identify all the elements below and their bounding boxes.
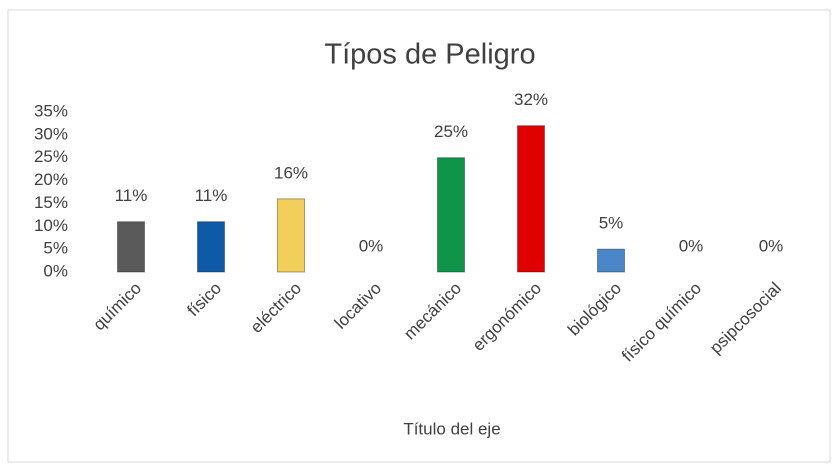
value-label: 16% (274, 163, 308, 182)
x-axis-title: Título del eje (403, 419, 500, 438)
value-label: 32% (514, 90, 548, 109)
chart-border (7, 9, 831, 463)
y-tick-label: 35% (34, 101, 68, 120)
value-label: 11% (115, 186, 148, 205)
y-tick-label: 15% (34, 193, 68, 212)
value-label: 0% (359, 236, 384, 255)
y-tick-label: 0% (43, 261, 68, 280)
value-label: 5% (599, 214, 624, 233)
bar (277, 198, 305, 273)
y-tick-label: 25% (34, 147, 68, 166)
bar (117, 221, 145, 273)
bar (597, 248, 625, 273)
y-tick-label: 5% (43, 239, 68, 258)
value-label: 25% (434, 122, 468, 141)
value-label: 11% (195, 186, 228, 205)
chart-title: Típos de Peligro (324, 39, 535, 71)
bar (197, 221, 225, 273)
y-tick-label: 30% (34, 124, 68, 143)
y-tick-label: 20% (34, 170, 68, 189)
y-tick-label: 10% (34, 216, 68, 235)
value-label: 0% (679, 236, 704, 255)
bar (437, 157, 465, 273)
bar (517, 125, 545, 273)
value-label: 0% (759, 236, 784, 255)
